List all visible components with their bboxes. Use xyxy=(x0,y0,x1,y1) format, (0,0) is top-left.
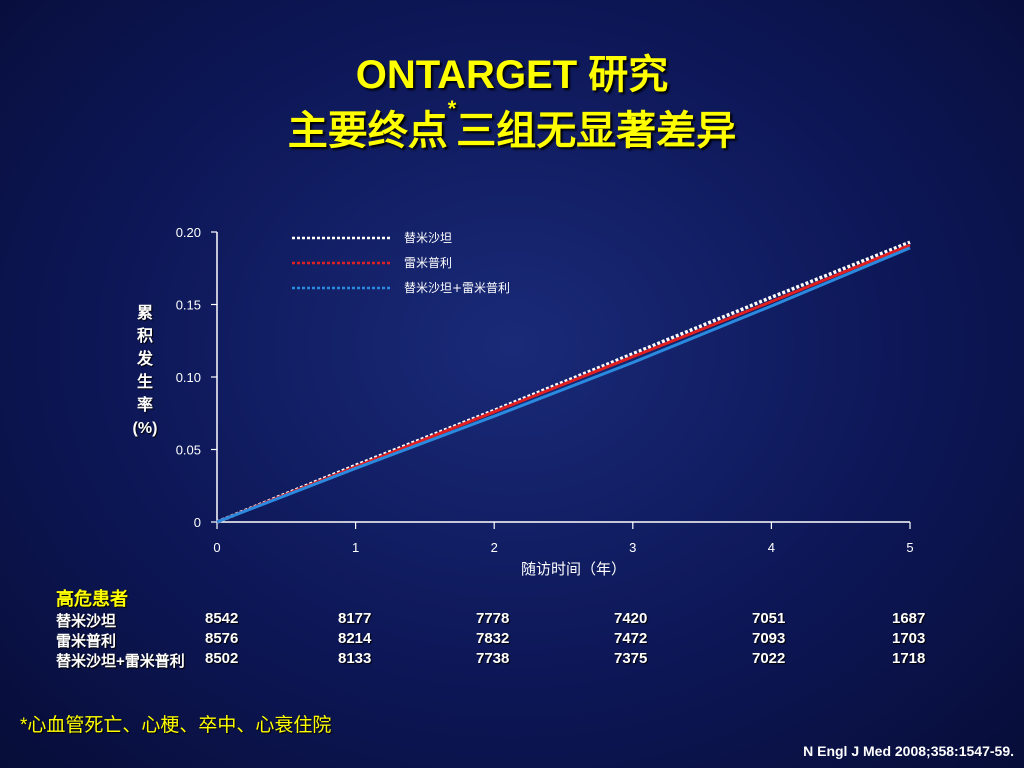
risk-cell: 7051 xyxy=(752,610,786,627)
x-tick-label: 2 xyxy=(491,540,498,555)
x-tick-label: 0 xyxy=(213,540,220,555)
risk-cell: 7778 xyxy=(476,610,510,627)
risk-cell: 7022 xyxy=(752,650,786,667)
y-axis-label-char: 发 xyxy=(136,351,153,368)
y-tick-label: 0.15 xyxy=(176,298,201,313)
risk-cell: 1718 xyxy=(892,650,926,667)
risk-cell: 1687 xyxy=(892,610,926,627)
x-tick-label: 3 xyxy=(629,540,636,555)
risk-cell: 7375 xyxy=(614,650,648,667)
risk-cell: 8177 xyxy=(338,610,372,627)
risk-cell: 7832 xyxy=(476,630,510,647)
x-tick-label: 4 xyxy=(768,540,775,555)
slide-title: ONTARGET 研究 xyxy=(355,53,669,97)
chart-axes: 0 0.05 0.10 0.15 0.20 0 1 2 3 4 5 随访时间（年） xyxy=(176,225,914,578)
risk-cell: 7093 xyxy=(752,630,786,647)
legend-label: 替米沙坦+雷米普利 xyxy=(404,281,510,295)
y-axis-label-char: 率 xyxy=(136,397,153,414)
slide-subtitle: 主要终点*三组无显著差异 xyxy=(0,96,1024,156)
risk-table-header: 高危患者 xyxy=(56,589,128,609)
subtitle-main: 主要终点 xyxy=(287,109,448,153)
series-line xyxy=(216,246,911,524)
y-tick-label: 0.10 xyxy=(176,370,201,385)
y-tick-label: 0.05 xyxy=(176,443,201,458)
y-axis-label-char: 生 xyxy=(136,374,153,391)
y-axis-label-char: (%) xyxy=(132,420,158,437)
risk-cell: 7472 xyxy=(614,630,648,647)
footnote-marker: * xyxy=(447,96,457,121)
legend-label: 雷米普利 xyxy=(404,256,452,270)
risk-row-label: 替米沙坦 xyxy=(56,613,117,630)
legend-label: 替米沙坦 xyxy=(404,231,452,245)
subtitle-rest: 三组无显著差异 xyxy=(456,109,737,153)
citation: N Engl J Med 2008;358:1547-59. xyxy=(803,743,1014,759)
y-tick-label: 0 xyxy=(194,515,201,530)
x-tick-label: 5 xyxy=(906,540,913,555)
y-axis-label: 累积发生率 (%) xyxy=(130,302,160,440)
x-tick-label: 1 xyxy=(352,540,359,555)
y-axis-label-char: 积 xyxy=(136,328,153,345)
risk-row-label: 雷米普利 xyxy=(56,633,117,650)
footnote: *心血管死亡、心梗、卒中、心衰住院 xyxy=(20,715,332,736)
chart-series xyxy=(216,240,911,524)
risk-cell: 8133 xyxy=(338,650,372,667)
risk-cell: 8542 xyxy=(205,610,239,627)
risk-cell: 7420 xyxy=(614,610,648,627)
y-tick-label: 0.20 xyxy=(176,225,201,240)
risk-cell: 7738 xyxy=(476,650,510,667)
x-axis-label: 随访时间（年） xyxy=(521,560,626,578)
risk-cell: 8502 xyxy=(205,650,239,667)
risk-row-label: 替米沙坦+雷米普利 xyxy=(56,653,185,670)
risk-cell: 8214 xyxy=(338,630,372,647)
y-axis-label-char: 累 xyxy=(136,305,153,322)
risk-cell: 1703 xyxy=(892,630,926,647)
risk-cell: 8576 xyxy=(205,630,239,647)
